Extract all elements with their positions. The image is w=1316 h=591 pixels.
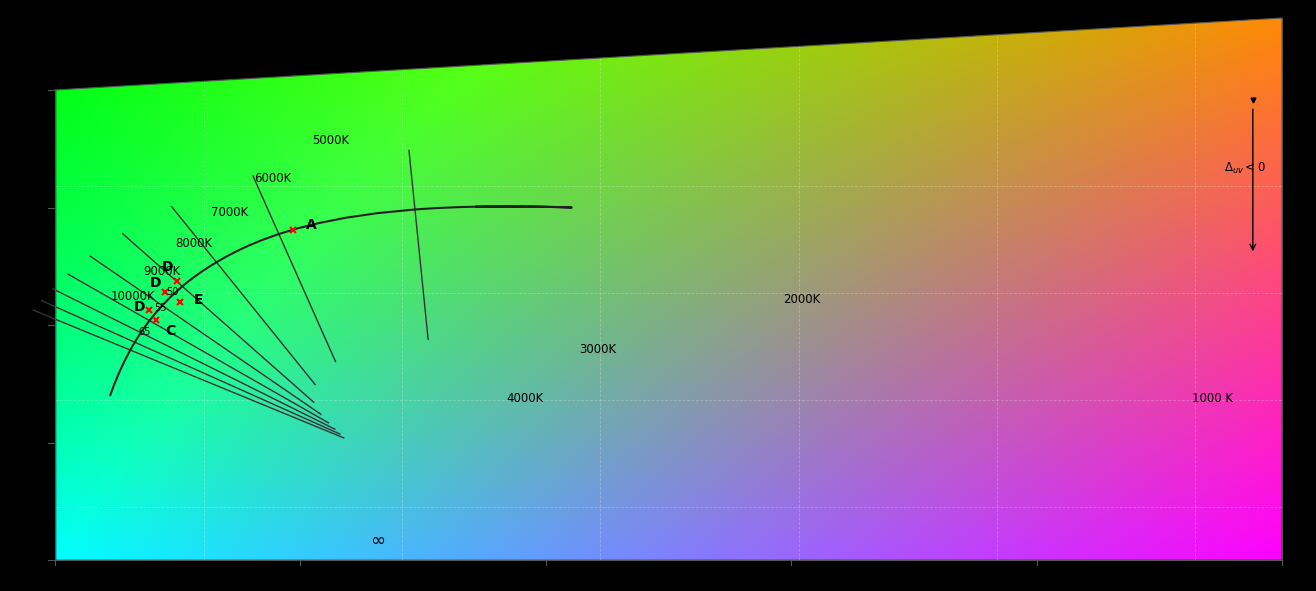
Text: 65: 65 <box>138 327 150 337</box>
Text: 55: 55 <box>154 303 167 313</box>
Text: 10000K: 10000K <box>111 290 155 303</box>
Text: 7000K: 7000K <box>211 206 247 219</box>
Text: A: A <box>307 218 317 232</box>
Text: 8000K: 8000K <box>175 237 212 250</box>
Text: 5000K: 5000K <box>312 134 349 147</box>
Polygon shape <box>55 0 1282 90</box>
Text: 9000K: 9000K <box>143 265 180 278</box>
Text: C: C <box>166 324 176 338</box>
Text: $\infty$: $\infty$ <box>370 531 386 548</box>
Text: D: D <box>162 261 172 274</box>
Text: 3000K: 3000K <box>579 343 616 356</box>
Text: D: D <box>150 276 161 290</box>
Text: E: E <box>193 293 203 307</box>
Text: D: D <box>133 300 145 314</box>
Text: 4000K: 4000K <box>507 392 544 405</box>
Text: $\Delta_{uv}<0$: $\Delta_{uv}<0$ <box>1224 161 1266 176</box>
Text: 6000K: 6000K <box>254 172 291 185</box>
Text: 1000 K: 1000 K <box>1192 392 1233 405</box>
Text: 2000K: 2000K <box>783 293 820 306</box>
Text: 50: 50 <box>166 287 179 297</box>
